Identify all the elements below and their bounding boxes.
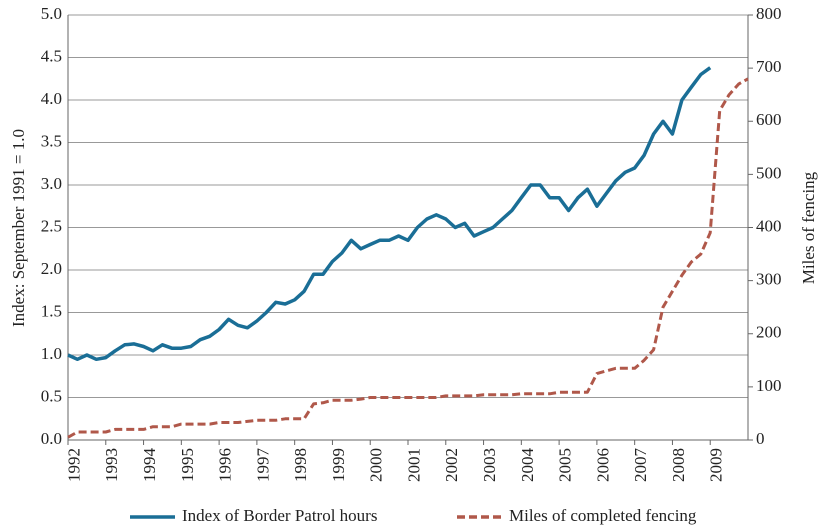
x-tick-label: 2003 [480, 448, 499, 482]
y2-axis-title: Miles of fencing [799, 171, 818, 284]
y2-tick-label: 700 [756, 57, 782, 76]
legend-label: Index of Border Patrol hours [182, 506, 377, 525]
legend-label: Miles of completed fencing [509, 506, 697, 525]
y-axis-title: Index: September 1991 = 1.0 [9, 129, 28, 327]
y-tick-label: 5.0 [41, 4, 62, 23]
y2-tick-label: 200 [756, 323, 782, 342]
x-tick-label: 1999 [329, 448, 348, 482]
y2-tick-label: 600 [756, 110, 782, 129]
y2-tick-label: 300 [756, 270, 782, 289]
y2-tick-label: 500 [756, 163, 782, 182]
x-tick-label: 2000 [367, 448, 386, 482]
y2-tick-label: 800 [756, 4, 782, 23]
y-tick-label: 1.0 [41, 344, 62, 363]
x-tick-label: 2008 [669, 448, 688, 482]
y-tick-label: 4.5 [41, 46, 62, 65]
y-tick-label: 4.0 [41, 89, 62, 108]
x-tick-label: 1997 [253, 448, 272, 483]
x-tick-label: 1992 [64, 448, 83, 482]
x-tick-label: 2005 [556, 448, 575, 482]
y-tick-label: 0.0 [41, 429, 62, 448]
y-tick-label: 2.5 [41, 216, 62, 235]
y-tick-label: 0.5 [41, 386, 62, 405]
y2-tick-label: 0 [756, 429, 765, 448]
y2-tick-label: 400 [756, 216, 782, 235]
y-tick-label: 3.0 [41, 174, 62, 193]
x-tick-label: 1993 [102, 448, 121, 482]
x-tick-label: 1994 [140, 448, 159, 483]
y-tick-label: 3.5 [41, 131, 62, 150]
x-tick-label: 2004 [518, 448, 537, 483]
x-tick-label: 1998 [291, 448, 310, 482]
x-tick-label: 1996 [216, 448, 235, 482]
y2-tick-label: 100 [756, 376, 782, 395]
x-tick-label: 2002 [442, 448, 461, 482]
x-tick-label: 1995 [178, 448, 197, 482]
x-tick-label: 2006 [593, 448, 612, 482]
y-tick-label: 1.5 [41, 301, 62, 320]
y-tick-label: 2.0 [41, 259, 62, 278]
x-tick-label: 2001 [404, 448, 423, 482]
x-tick-label: 2007 [631, 448, 650, 483]
x-tick-label: 2009 [707, 448, 726, 482]
series-line [67, 77, 749, 439]
series-line [67, 66, 712, 362]
